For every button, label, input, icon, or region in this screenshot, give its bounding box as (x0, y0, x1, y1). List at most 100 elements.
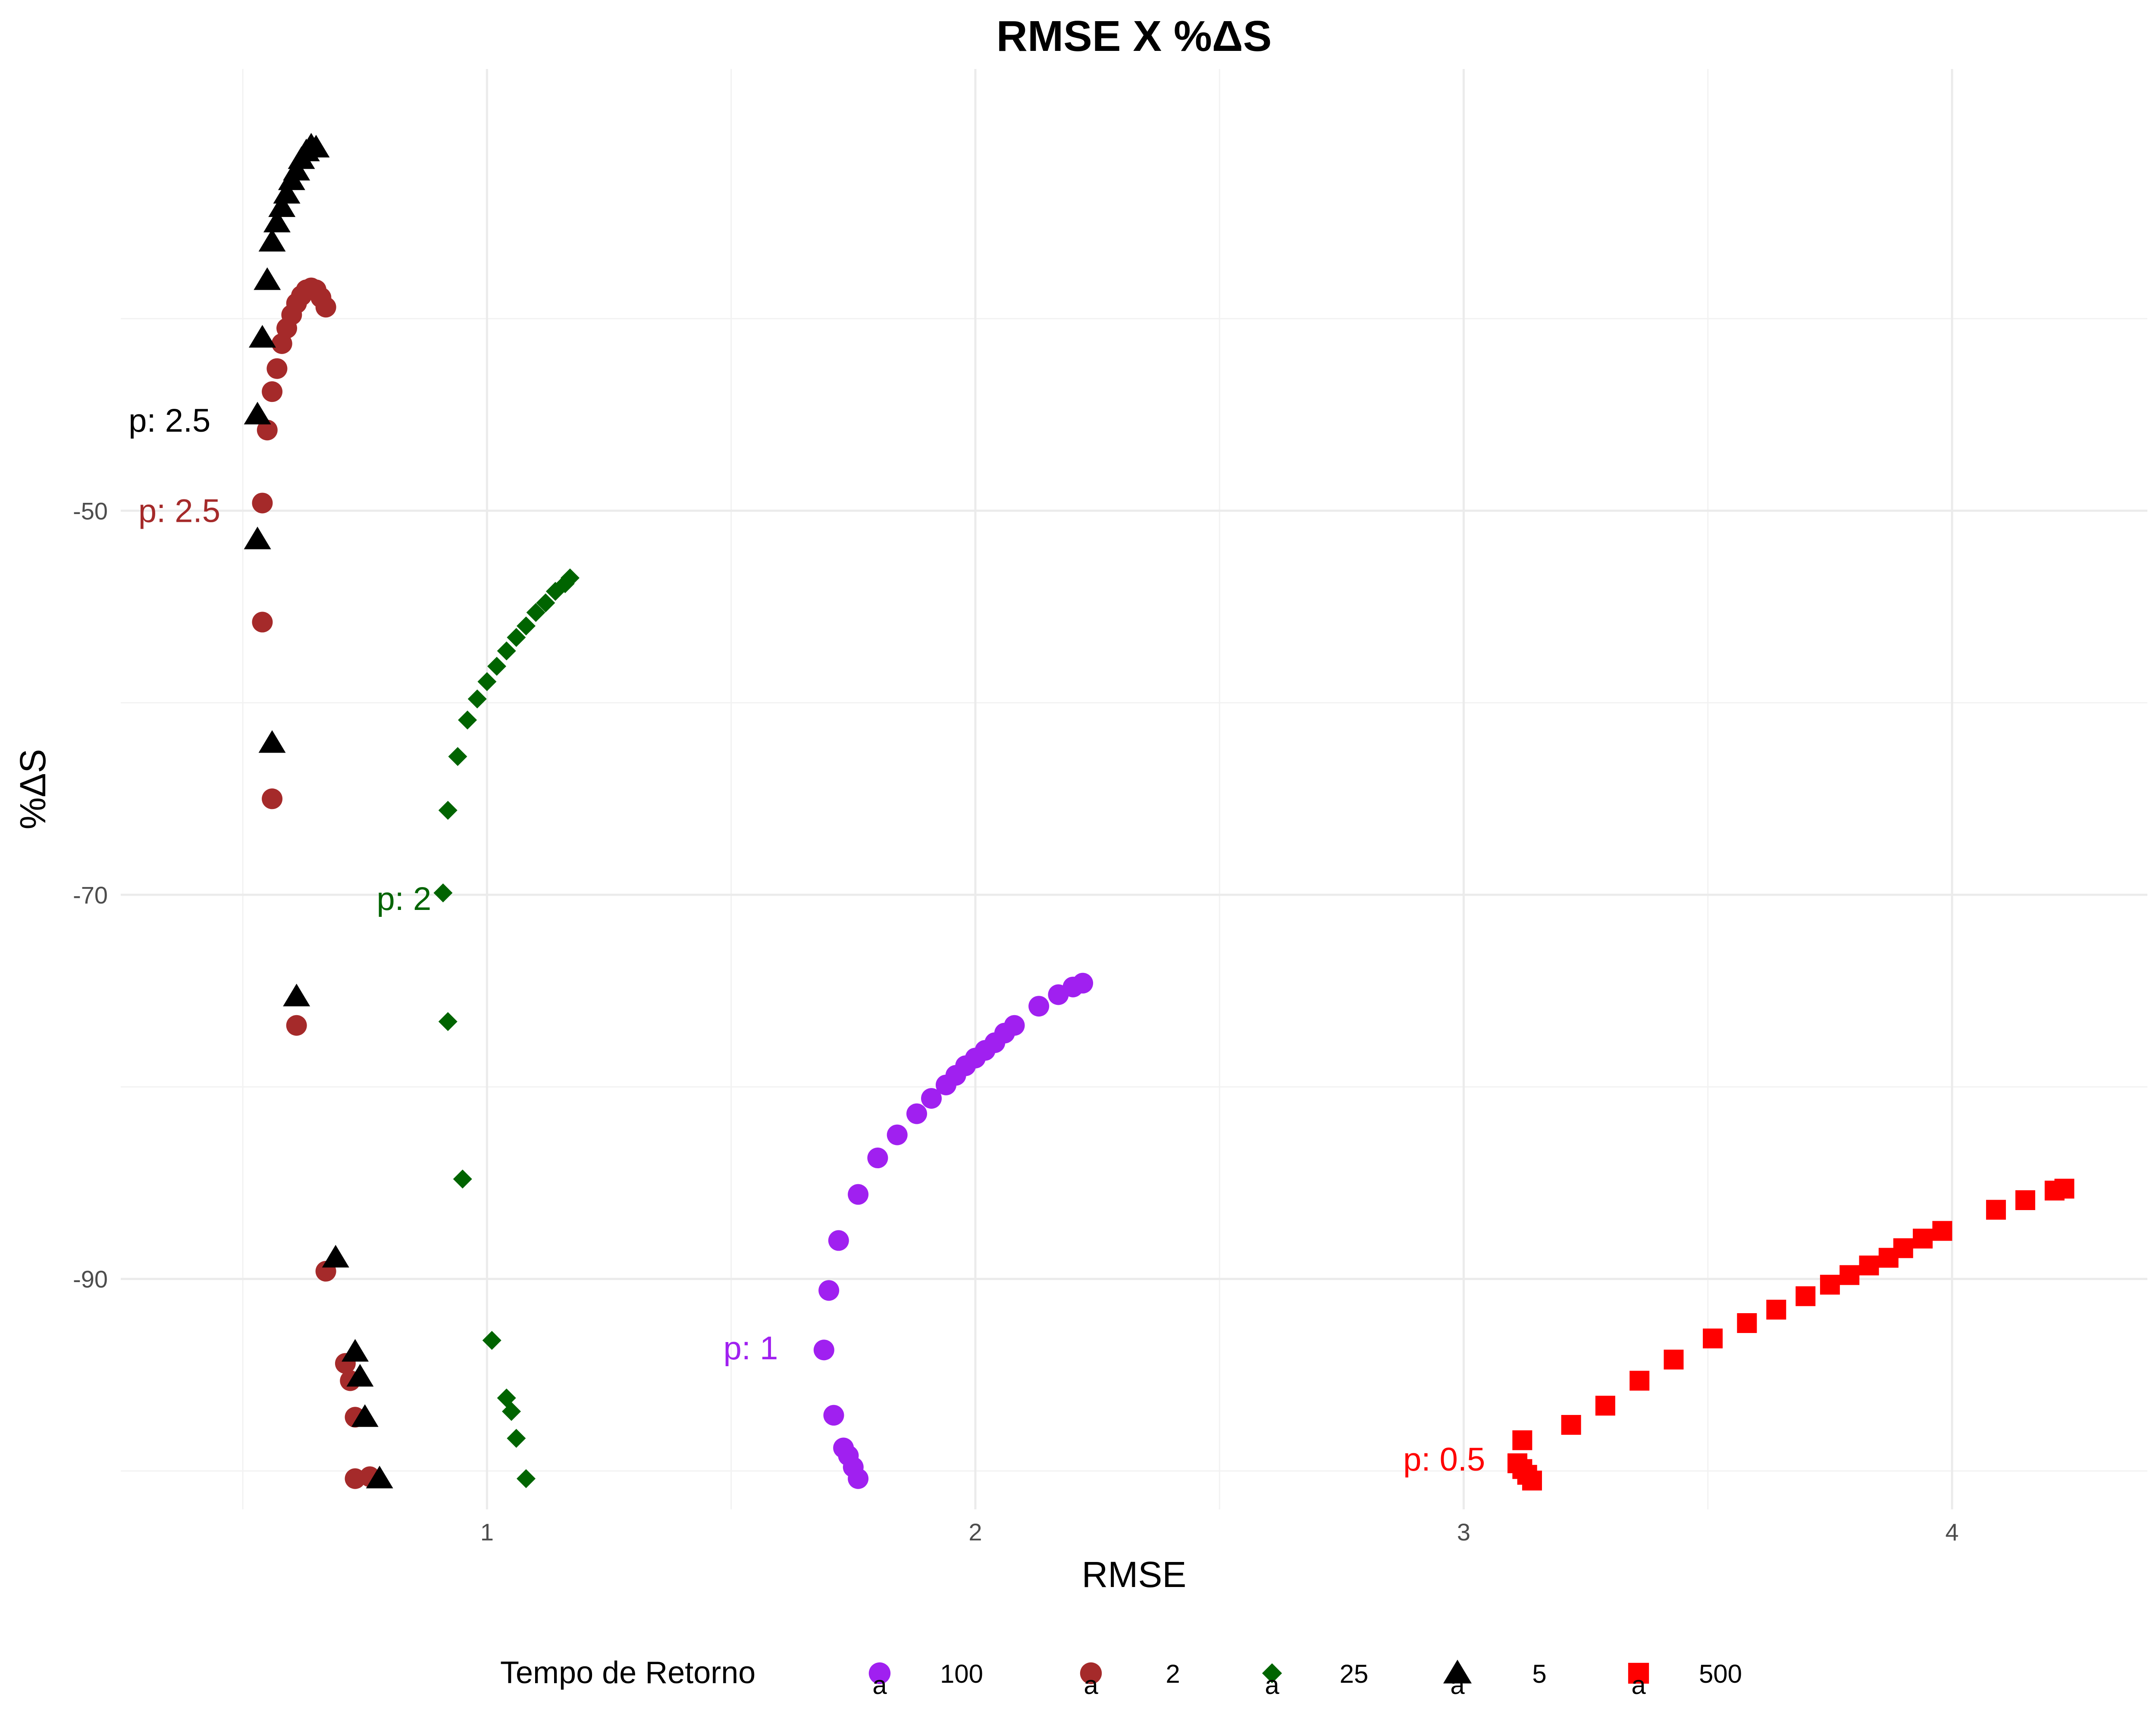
data-point (497, 641, 516, 661)
x-tick-label: 1 (480, 1518, 494, 1546)
data-point (477, 672, 497, 691)
data-point (813, 1339, 834, 1361)
x-tick-label: 3 (1457, 1518, 1470, 1546)
data-point (1859, 1255, 1879, 1276)
data-point (448, 747, 467, 766)
data-point (244, 527, 271, 549)
data-point (507, 1429, 526, 1448)
data-point (283, 158, 310, 181)
data-point (560, 568, 580, 588)
data-point (1072, 972, 1094, 994)
data-point (517, 1469, 536, 1488)
data-point (2054, 1179, 2075, 1199)
chart-title: RMSE X %ΔS (997, 12, 1272, 60)
data-point (342, 1339, 369, 1362)
data-point (458, 710, 477, 730)
data-point (273, 181, 301, 204)
data-point (1986, 1200, 2006, 1220)
data-point (487, 656, 507, 676)
legend-entry-100: a 100 (868, 1659, 983, 1700)
legend-key-glyph: a (1265, 1671, 1279, 1700)
data-point (1820, 1274, 1840, 1295)
data-point (497, 1388, 516, 1408)
point-annotation: p: 2.5 (128, 402, 210, 439)
data-point (526, 603, 545, 622)
data-point (848, 1184, 869, 1205)
data-point (1512, 1430, 1532, 1450)
legend-key-glyph: a (1084, 1671, 1098, 1700)
data-point (823, 1405, 844, 1426)
legend-entry-25: a 25 (1262, 1659, 1368, 1700)
data-point (1703, 1328, 1723, 1349)
data-point (262, 788, 283, 809)
data-point (1932, 1221, 1952, 1241)
data-point (818, 1280, 840, 1301)
data-point (536, 593, 555, 613)
data-point (1004, 1015, 1025, 1036)
point-annotation: p: 2 (376, 881, 431, 917)
data-point (507, 628, 526, 647)
point-annotation: p: 1 (724, 1330, 778, 1367)
tick-labels: 1 2 3 4 -50 -70 -90 (73, 497, 1959, 1546)
data-point (1561, 1415, 1581, 1435)
data-point (266, 358, 288, 379)
data-point (244, 401, 271, 425)
y-tick-label: -70 (73, 881, 108, 909)
y-tick-label: -50 (73, 497, 108, 524)
point-annotation: p: 2.5 (138, 492, 220, 529)
data-point (1507, 1453, 1528, 1474)
data-point (438, 1012, 458, 1031)
legend-label: 5 (1532, 1659, 1546, 1688)
data-point (1028, 996, 1050, 1017)
data-point (887, 1124, 908, 1145)
y-tick-label: -90 (73, 1266, 108, 1293)
legend-key-glyph: a (1631, 1671, 1646, 1700)
data-point (263, 210, 291, 232)
data-point (252, 492, 273, 514)
legend-key (1628, 1662, 1649, 1684)
legend-label: 100 (940, 1659, 983, 1688)
legend-label: 500 (1699, 1659, 1742, 1688)
legend-key (1080, 1662, 1102, 1684)
data-point (257, 420, 278, 441)
x-tick-label: 2 (968, 1518, 982, 1546)
data-point (258, 730, 286, 753)
data-point (1737, 1313, 1757, 1333)
legend-entries: a 100 a 2 a 25 a 5 a 500 (868, 1659, 1742, 1700)
data-point (262, 381, 283, 402)
data-point (833, 1437, 854, 1458)
legend-key (868, 1662, 891, 1684)
data-point (252, 612, 273, 633)
data-point (322, 1245, 349, 1268)
legend-key-glyph: a (1450, 1671, 1465, 1700)
legend-title: Tempo de Retorno (500, 1656, 755, 1690)
data-point (1664, 1349, 1684, 1370)
data-point (1766, 1299, 1786, 1320)
data-point (351, 1404, 379, 1427)
data-point (1630, 1371, 1650, 1391)
data-point (438, 800, 458, 820)
legend-entry-500: a 500 (1628, 1659, 1742, 1700)
data-point (248, 325, 276, 348)
series-2 (252, 277, 380, 1489)
data-point (254, 267, 281, 290)
data-point (1839, 1265, 1860, 1285)
x-tick-label: 4 (1945, 1518, 1959, 1546)
data-point (482, 1331, 501, 1350)
data-point (2015, 1190, 2035, 1211)
legend-key (1443, 1659, 1472, 1684)
data-point (1893, 1238, 1913, 1258)
data-point (867, 1148, 888, 1169)
data-point (366, 1465, 393, 1489)
data-points (244, 133, 2075, 1491)
data-point (433, 883, 453, 903)
data-point (906, 1103, 928, 1124)
series-100 (813, 972, 1094, 1489)
legend-label: 25 (1340, 1659, 1369, 1688)
data-point (453, 1170, 472, 1189)
data-point (286, 1015, 307, 1036)
